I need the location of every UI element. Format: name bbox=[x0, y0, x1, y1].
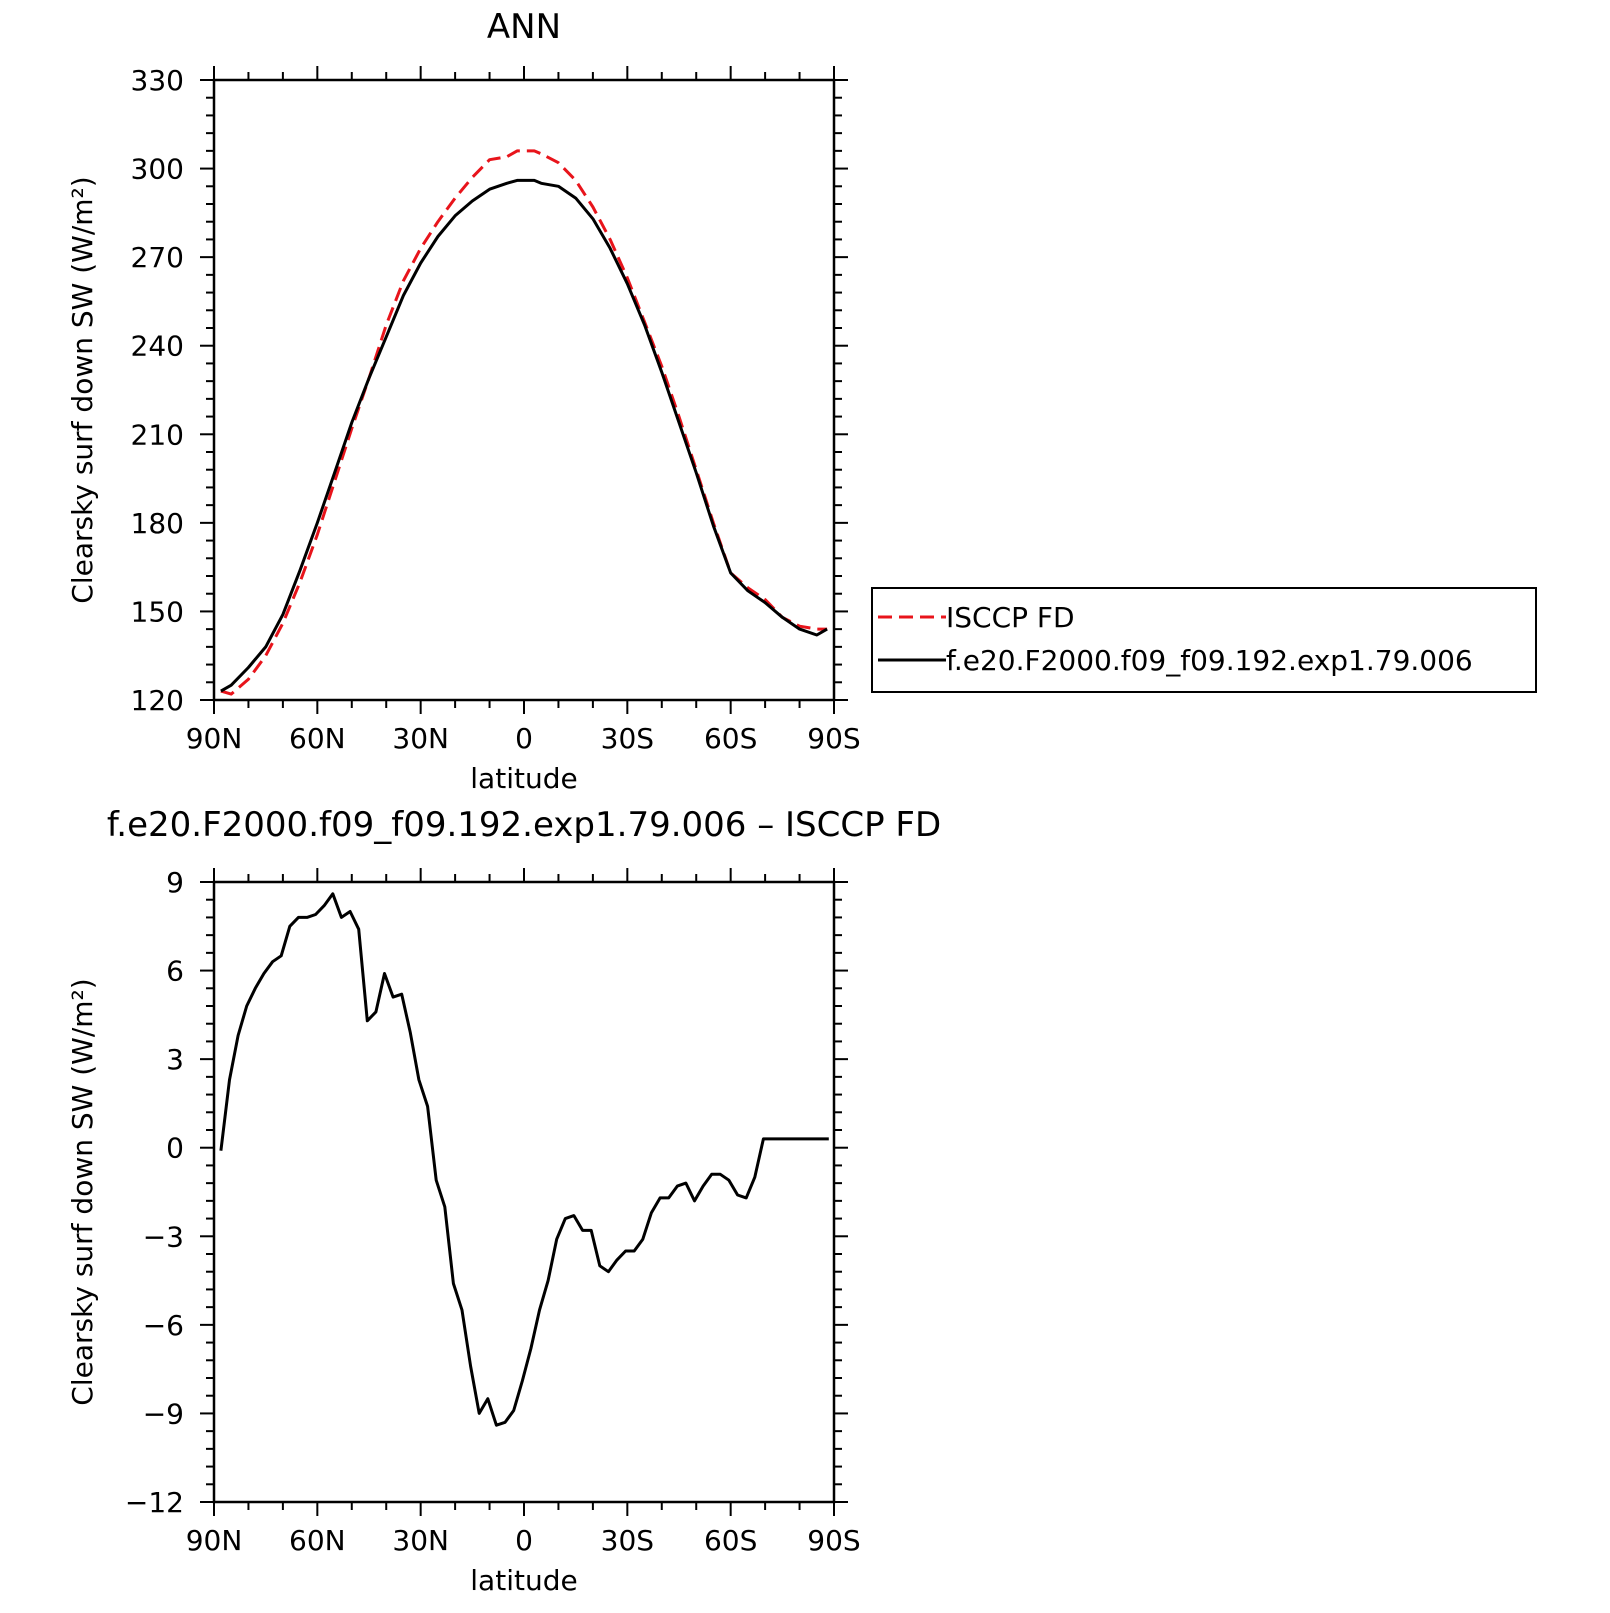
x-tick-label: 90S bbox=[807, 1524, 860, 1557]
plot-frame bbox=[212, 78, 836, 702]
y-tick-label: 150 bbox=[131, 595, 184, 628]
y-axis-label: Clearsky surf down SW (W/m²) bbox=[66, 978, 99, 1405]
chart-panel-2: f.e20.F2000.f09_f09.192.exp1.79.006 – IS… bbox=[66, 805, 941, 1597]
y-tick-label: 6 bbox=[166, 955, 184, 988]
y-tick-label: 270 bbox=[131, 241, 184, 274]
legend: ISCCP FD f.e20.F2000.f09_f09.192.exp1.79.… bbox=[871, 587, 1537, 693]
x-tick-label: 90N bbox=[186, 722, 243, 755]
series-line-isccp bbox=[220, 149, 828, 696]
x-tick-label: 90N bbox=[186, 1524, 243, 1557]
legend-box bbox=[871, 587, 1537, 693]
chart-panel-1: ANN 120 150 180 210 240 270 300 330 90N 60N 30N 0 30S… bbox=[66, 7, 1537, 795]
series-line-model bbox=[220, 178, 828, 693]
y-tick-label: 180 bbox=[131, 507, 184, 540]
y-tick-label: −6 bbox=[143, 1309, 184, 1342]
y-tick-label: 120 bbox=[131, 684, 184, 717]
y-tick-label: −9 bbox=[143, 1397, 184, 1430]
y-tick-label: −12 bbox=[125, 1486, 184, 1519]
y-tick-label: 240 bbox=[131, 330, 184, 363]
y-tick-label: 0 bbox=[166, 1132, 184, 1165]
x-axis-label: latitude bbox=[470, 762, 577, 795]
plot-frame bbox=[212, 880, 836, 1504]
x-tick-label: 60N bbox=[289, 722, 346, 755]
chart-title: ANN bbox=[487, 7, 561, 47]
y-tick-label: 9 bbox=[166, 866, 184, 899]
y-axis-label: Clearsky surf down SW (W/m²) bbox=[66, 176, 99, 603]
x-tick-label: 30S bbox=[601, 1524, 654, 1557]
x-tick-label: 30S bbox=[601, 722, 654, 755]
x-axis-label: latitude bbox=[470, 1564, 577, 1597]
y-tick-label: 330 bbox=[131, 64, 184, 97]
legend-label: ISCCP FD bbox=[946, 601, 1075, 634]
y-tick-label: −3 bbox=[143, 1220, 184, 1253]
x-tick-label: 0 bbox=[515, 722, 533, 755]
x-tick-label: 60N bbox=[289, 1524, 346, 1557]
y-tick-label: 3 bbox=[166, 1043, 184, 1076]
y-tick-label: 300 bbox=[131, 153, 184, 186]
legend-label: f.e20.F2000.f09_f09.192.exp1.79.006 bbox=[946, 644, 1473, 677]
x-tick-label: 60S bbox=[704, 1524, 757, 1557]
difference-series-line bbox=[219, 892, 829, 1427]
y-tick-label: 210 bbox=[131, 418, 184, 451]
x-tick-label: 90S bbox=[807, 722, 860, 755]
x-tick-label: 60S bbox=[704, 722, 757, 755]
chart-title: f.e20.F2000.f09_f09.192.exp1.79.006 – IS… bbox=[107, 805, 941, 845]
x-tick-label: 30N bbox=[392, 1524, 449, 1557]
x-tick-label: 0 bbox=[515, 1524, 533, 1557]
x-tick-label: 30N bbox=[392, 722, 449, 755]
